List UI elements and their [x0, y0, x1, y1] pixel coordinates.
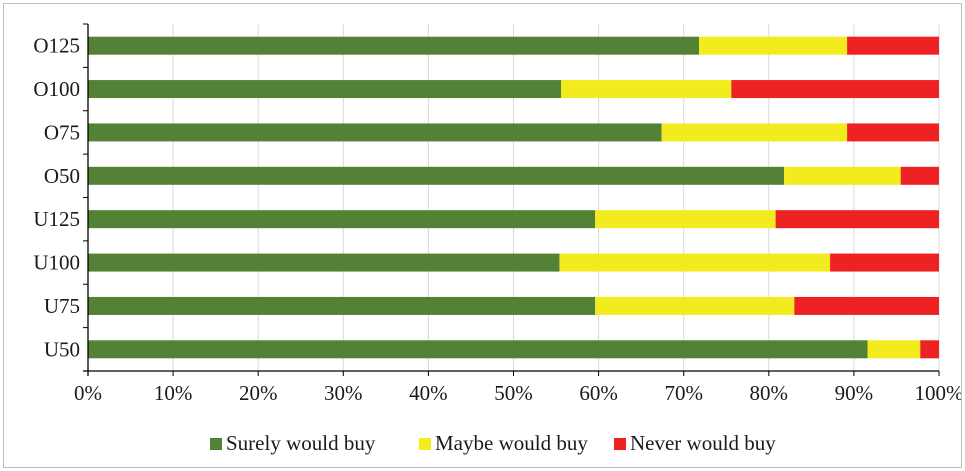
gridlines — [172, 24, 940, 371]
bar-segment — [88, 123, 662, 142]
y-tick-label: O50 — [44, 164, 80, 188]
bar-segment — [595, 210, 776, 229]
y-tick-label: O100 — [33, 77, 80, 101]
x-tick-label: 60% — [579, 381, 618, 405]
bar-segment — [88, 210, 596, 229]
legend-label: Maybe would buy — [435, 431, 588, 455]
x-tick-label: 0% — [74, 381, 102, 405]
bars — [88, 36, 939, 359]
x-tick-labels: 0% 10% 20% 30% 40% 50% 60% 70% 80% 90% 100% — [74, 381, 961, 405]
x-tick-label: 100% — [915, 381, 962, 405]
bar-segment — [699, 36, 848, 55]
stacked-bar-chart: O125 O100 O75 O50 U125 U100 U75 U50 0% 10% 20% 30%… — [33, 23, 961, 455]
x-tick-label: 70% — [664, 381, 703, 405]
legend: Surely would buy Maybe would buy Never wou… — [210, 431, 776, 455]
bar-segment — [88, 296, 596, 315]
bar-segment — [88, 80, 562, 99]
legend-swatch — [210, 438, 222, 450]
bar-segment — [867, 340, 921, 359]
axes — [83, 23, 940, 376]
x-tick-label: 90% — [835, 381, 874, 405]
bar-segment — [775, 210, 939, 229]
bar-segment — [595, 296, 795, 315]
legend-swatch — [614, 438, 626, 450]
bar-segment — [784, 166, 901, 185]
bar-segment — [847, 36, 939, 55]
x-tick-label: 20% — [239, 381, 278, 405]
bar-segment — [830, 253, 939, 272]
bar-segment — [559, 253, 831, 272]
x-tick-label: 50% — [494, 381, 533, 405]
x-tick-label: 80% — [750, 381, 789, 405]
x-tick-label: 10% — [154, 381, 193, 405]
y-tick-label: U125 — [33, 207, 80, 231]
bar-segment — [661, 123, 848, 142]
y-tick-label: U75 — [44, 294, 80, 318]
legend-label: Surely would buy — [226, 431, 376, 455]
bar-segment — [88, 253, 560, 272]
y-tick-label: U50 — [44, 337, 80, 361]
y-tick-label: O125 — [33, 34, 80, 58]
bar-segment — [88, 166, 785, 185]
bar-segment — [847, 123, 939, 142]
y-tick-labels: O125 O100 O75 O50 U125 U100 U75 U50 — [33, 34, 80, 362]
bar-segment — [88, 36, 700, 55]
bar-segment — [731, 80, 939, 99]
legend-swatch — [419, 438, 431, 450]
chart-frame: O125 O100 O75 O50 U125 U100 U75 U50 0% 10% 20% 30%… — [3, 3, 962, 468]
legend-label: Never would buy — [630, 431, 776, 455]
y-tick-label: O75 — [44, 120, 80, 144]
bar-segment — [900, 166, 939, 185]
bar-segment — [88, 340, 868, 359]
bar-segment — [561, 80, 732, 99]
x-tick-label: 30% — [324, 381, 363, 405]
y-tick-label: U100 — [33, 251, 80, 275]
x-tick-label: 40% — [409, 381, 448, 405]
bar-segment — [920, 340, 939, 359]
bar-segment — [794, 296, 939, 315]
